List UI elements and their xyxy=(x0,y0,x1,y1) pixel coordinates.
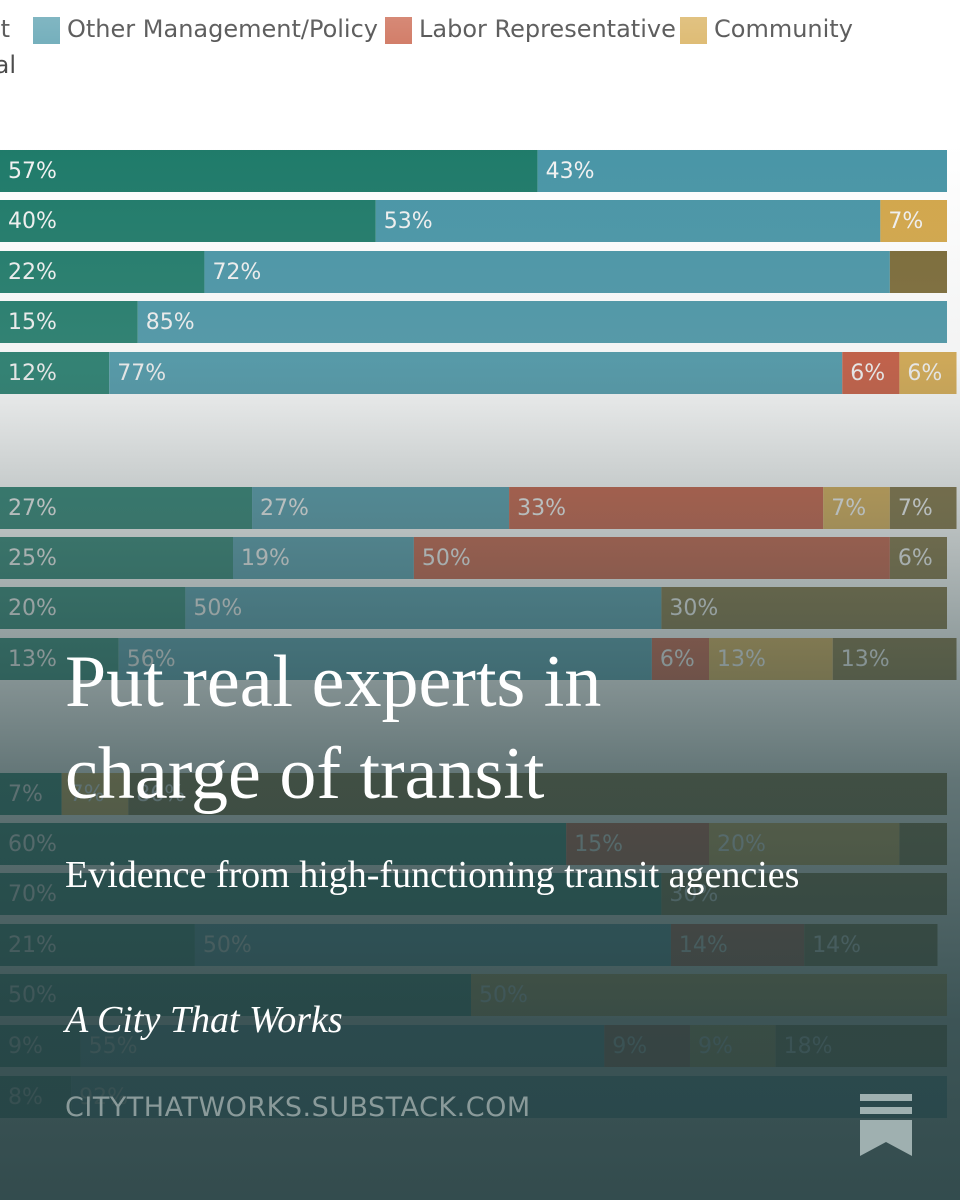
post-subtitle: Evidence from high-functioning transit a… xyxy=(65,854,800,896)
substack-logo xyxy=(860,1094,912,1156)
publication-url: CITYTHATWORKS.SUBSTACK.COM xyxy=(65,1092,531,1123)
publication-name: A City That Works xyxy=(65,999,343,1041)
post-title: Put real experts in charge of transit xyxy=(65,641,602,815)
